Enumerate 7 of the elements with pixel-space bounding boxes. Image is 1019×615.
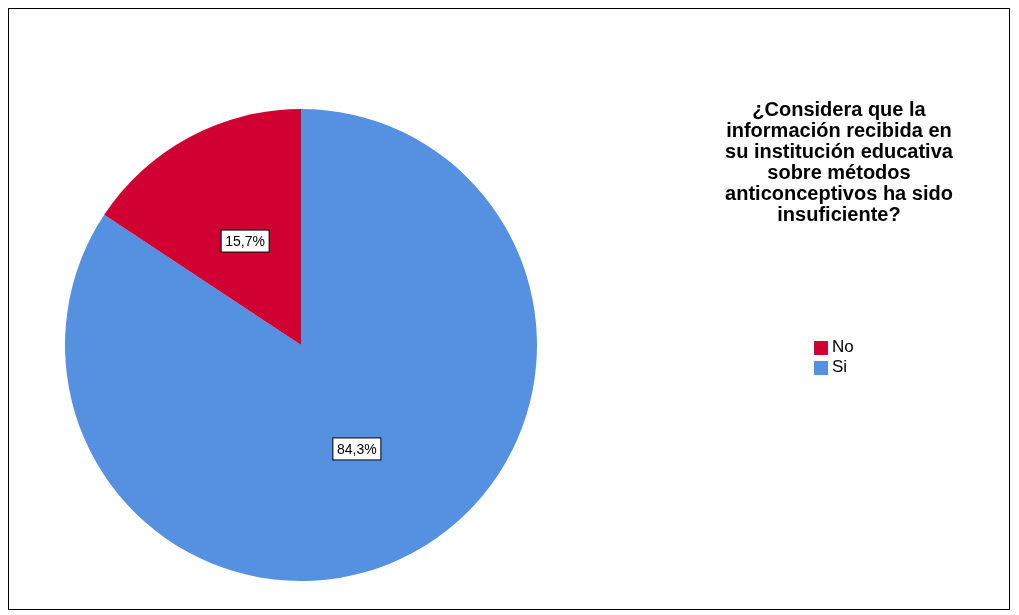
pie-slice <box>104 109 301 345</box>
data-label: 84,3% <box>337 440 377 457</box>
legend-label: Si <box>832 357 848 376</box>
data-label: 15,7% <box>225 233 265 250</box>
legend-title: ¿Considera que la información recibida en su institución educativa sobre métodos anticonceptivos ha sido insuficiente? <box>724 98 954 225</box>
pie-slice <box>65 109 537 581</box>
legend-label: No <box>832 337 854 356</box>
